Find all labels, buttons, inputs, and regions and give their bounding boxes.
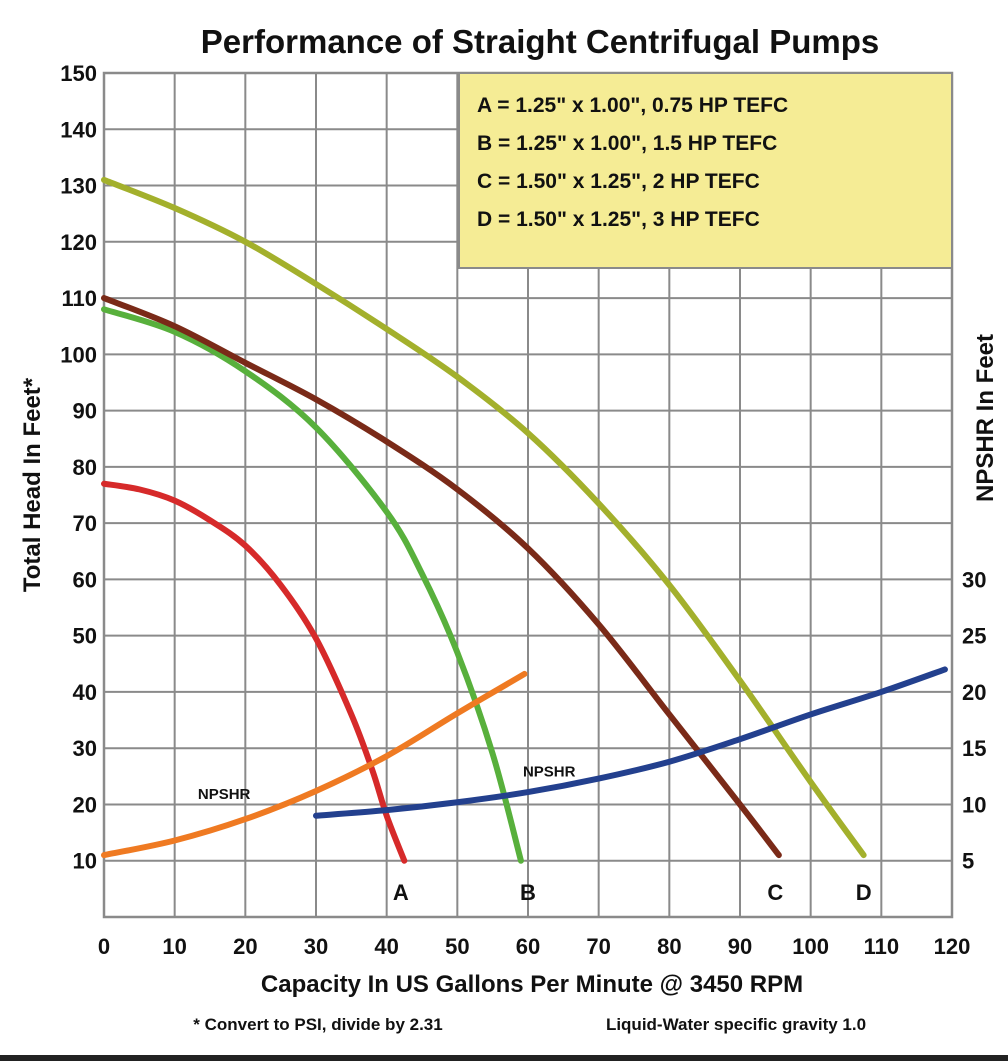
curve-c: [101, 295, 782, 859]
footnote-gravity: Liquid-Water specific gravity 1.0: [606, 1015, 866, 1034]
y-tick-label: 30: [73, 736, 97, 761]
x-tick-label: 70: [586, 934, 610, 959]
x-axis-label: Capacity In US Gallons Per Minute @ 3450…: [261, 971, 803, 998]
y-tick-label: 40: [73, 680, 97, 705]
legend-box: [458, 72, 953, 269]
y-tick-label: 10: [73, 849, 97, 874]
npshr-label: NPSHR: [523, 763, 576, 780]
x-tick-label: 40: [374, 934, 398, 959]
x-tick-label: 0: [98, 934, 110, 959]
legend-entry: B = 1.25" x 1.00", 1.5 HP TEFC: [477, 132, 777, 155]
x-tick-label: 100: [792, 934, 829, 959]
x-tick-label: 90: [728, 934, 752, 959]
annotations: A B C D NPSHR NPSHR: [198, 763, 872, 905]
curve-a: [101, 480, 408, 864]
bottom-rule: [0, 1055, 1008, 1061]
x-tick-label: 30: [304, 934, 328, 959]
x-tick-label: 20: [233, 934, 257, 959]
x-tick-label: 60: [516, 934, 540, 959]
y-tick-label: 50: [73, 624, 97, 649]
y-tick-label: 120: [60, 230, 97, 255]
y-tick-label: 70: [73, 511, 97, 536]
curve-end-label: C: [767, 880, 783, 905]
y2-axis-label: NPSHR In Feet: [972, 334, 999, 502]
y-tick-label: 100: [60, 342, 97, 367]
tick-labels: 0 10 20 30 40 50 60 70 80 90 100 110 120 10 20 30 40 50 60…: [60, 61, 986, 959]
legend: A = 1.25" x 1.00", 0.75 HP TEFC B = 1.25"…: [477, 94, 788, 231]
curve-npshr-c-d: [313, 666, 948, 819]
legend-entry: D = 1.50" x 1.25", 3 HP TEFC: [477, 208, 760, 231]
x-tick-label: 120: [934, 934, 971, 959]
legend-entry: A = 1.25" x 1.00", 0.75 HP TEFC: [477, 94, 788, 117]
curve-end-label: B: [520, 880, 536, 905]
x-tick-label: 50: [445, 934, 469, 959]
curve-end-label: A: [393, 880, 409, 905]
x-tick-label: 80: [657, 934, 681, 959]
npshr-label: NPSHR: [198, 786, 251, 803]
footnote-psi: * Convert to PSI, divide by 2.31: [193, 1015, 442, 1034]
curve-end-label: D: [856, 880, 872, 905]
y-tick-label: 130: [60, 174, 97, 199]
y-tick-label: 140: [60, 117, 97, 142]
y-tick-label: 150: [60, 61, 97, 86]
x-tick-label: 110: [864, 934, 900, 959]
y2-tick-label: 30: [962, 567, 986, 592]
y2-tick-label: 10: [962, 792, 986, 817]
curve-b: [101, 306, 524, 864]
curves: [101, 176, 948, 864]
chart-title: Performance of Straight Centrifugal Pump…: [201, 23, 879, 60]
curve-npshr-a-b: [101, 670, 528, 859]
y-tick-label: 20: [73, 792, 97, 817]
y-tick-label: 90: [73, 399, 97, 424]
y2-tick-label: 20: [962, 680, 986, 705]
y2-tick-label: 25: [962, 624, 986, 649]
y-tick-label: 60: [73, 567, 97, 592]
x-tick-label: 10: [162, 934, 186, 959]
legend-entry: C = 1.50" x 1.25", 2 HP TEFC: [477, 170, 760, 193]
curve-d: [101, 176, 867, 859]
y-tick-label: 80: [73, 455, 97, 480]
y2-tick-label: 15: [962, 736, 986, 761]
y-tick-label: 110: [62, 286, 98, 311]
y2-tick-label: 5: [962, 849, 974, 874]
y-axis-label: Total Head In Feet*: [19, 377, 46, 592]
